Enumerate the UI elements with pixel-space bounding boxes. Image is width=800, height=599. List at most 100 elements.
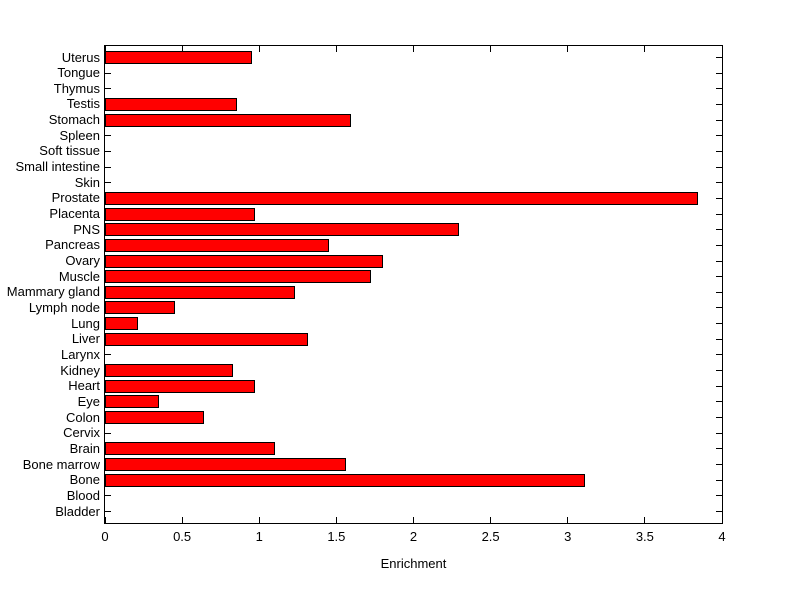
y-tick-left xyxy=(105,495,111,497)
y-tick-label-lung: Lung xyxy=(71,315,100,331)
y-tick-right xyxy=(716,323,722,325)
y-tick-left xyxy=(105,432,111,434)
y-tick-label-soft-tissue: Soft tissue xyxy=(39,143,100,159)
x-tick-top xyxy=(644,46,646,52)
y-tick-label-prostate: Prostate xyxy=(51,190,100,206)
x-tick-bottom xyxy=(567,517,569,523)
y-tick-label-placenta: Placenta xyxy=(49,206,100,222)
y-tick-right xyxy=(716,57,722,58)
y-tick-label-brain: Brain xyxy=(69,440,100,456)
bar-bone xyxy=(105,473,586,487)
x-tick-bottom xyxy=(181,517,183,523)
bar-liver xyxy=(105,332,308,346)
x-tick-bottom xyxy=(490,517,492,523)
x-tick-top xyxy=(104,46,106,52)
x-tick-bottom xyxy=(413,517,414,523)
y-tick-right xyxy=(716,119,722,121)
y-tick-label-larynx: Larynx xyxy=(60,346,100,362)
y-tick-right xyxy=(716,464,722,466)
y-tick-label-lymph-node: Lymph node xyxy=(28,299,100,315)
y-tick-label-bone-marrow: Bone marrow xyxy=(22,456,100,472)
x-tick-bottom xyxy=(104,517,106,523)
y-tick-left xyxy=(105,150,111,152)
y-tick-right xyxy=(716,229,722,231)
y-tick-label-colon: Colon xyxy=(66,409,100,425)
y-tick-right xyxy=(716,276,722,278)
y-tick-right xyxy=(716,417,722,419)
y-tick-label-skin: Skin xyxy=(74,174,100,190)
x-tick-top xyxy=(721,46,723,52)
bar-stomach xyxy=(105,113,351,127)
y-tick-label-mammary-gland: Mammary gland xyxy=(6,284,100,300)
bar-pancreas xyxy=(105,238,330,252)
bar-muscle xyxy=(105,270,371,284)
y-tick-label-small-intestine: Small intestine xyxy=(15,159,100,175)
x-tick-label-0.5: 0.5 xyxy=(173,529,192,544)
x-tick-bottom xyxy=(644,517,646,523)
y-tick-right xyxy=(716,213,722,215)
x-tick-top xyxy=(258,46,260,52)
plot-area xyxy=(104,45,723,524)
x-tick-label-2: 2 xyxy=(409,529,418,544)
x-tick-bottom xyxy=(335,517,337,523)
x-axis-title: Enrichment xyxy=(380,556,447,571)
y-tick-label-stomach: Stomach xyxy=(48,112,100,128)
y-tick-right xyxy=(716,479,722,481)
x-tick-bottom xyxy=(721,517,723,523)
y-tick-right xyxy=(716,448,722,450)
y-tick-right xyxy=(716,291,722,293)
y-tick-right xyxy=(716,385,722,387)
bar-bone-marrow xyxy=(105,458,347,472)
x-tick-top xyxy=(490,46,492,52)
bar-uterus xyxy=(105,51,252,64)
y-tick-right xyxy=(716,370,722,372)
x-tick-bottom xyxy=(258,517,260,523)
y-tick-label-cervix: Cervix xyxy=(63,425,100,441)
y-tick-right xyxy=(716,432,722,434)
y-tick-right xyxy=(716,354,722,356)
y-tick-label-kidney: Kidney xyxy=(60,362,100,378)
x-tick-label-2.5: 2.5 xyxy=(481,529,500,544)
y-tick-right xyxy=(716,260,722,262)
x-tick-label-0: 0 xyxy=(101,529,109,544)
y-tick-right xyxy=(716,495,722,497)
y-tick-right xyxy=(716,88,722,90)
x-tick-top xyxy=(181,46,183,52)
y-tick-left xyxy=(105,511,111,512)
x-tick-label-3: 3 xyxy=(564,529,572,544)
bar-heart xyxy=(105,379,256,393)
y-tick-label-testis: Testis xyxy=(66,96,100,112)
y-tick-right xyxy=(716,511,722,512)
y-tick-right xyxy=(716,103,722,105)
y-tick-right xyxy=(716,401,722,403)
bar-mammary-gland xyxy=(105,285,296,299)
y-tick-right xyxy=(716,244,722,246)
y-tick-label-eye: Eye xyxy=(77,393,100,409)
y-tick-label-heart: Heart xyxy=(68,378,100,394)
y-tick-right xyxy=(716,150,722,152)
x-tick-top xyxy=(413,46,414,52)
bar-kidney xyxy=(105,364,234,378)
y-tick-left xyxy=(105,166,111,168)
y-tick-left xyxy=(105,88,111,90)
y-tick-label-bone: Bone xyxy=(69,472,100,488)
y-tick-right xyxy=(716,166,722,168)
y-tick-label-thymus: Thymus xyxy=(53,80,100,96)
bar-brain xyxy=(105,442,276,456)
y-tick-right xyxy=(716,72,722,74)
bar-colon xyxy=(105,411,205,425)
y-tick-label-pancreas: Pancreas xyxy=(45,237,100,253)
bar-testis xyxy=(105,97,237,111)
bar-placenta xyxy=(105,207,256,221)
bar-prostate xyxy=(105,191,698,205)
y-tick-label-ovary: Ovary xyxy=(65,253,100,269)
y-tick-right xyxy=(716,182,722,184)
y-tick-label-spleen: Spleen xyxy=(59,127,100,143)
y-tick-label-tongue: Tongue xyxy=(57,65,100,81)
x-tick-label-1.5: 1.5 xyxy=(327,529,346,544)
y-tick-label-liver: Liver xyxy=(71,331,100,347)
y-tick-left xyxy=(105,135,111,137)
bar-eye xyxy=(105,395,160,409)
bar-pns xyxy=(105,223,459,237)
